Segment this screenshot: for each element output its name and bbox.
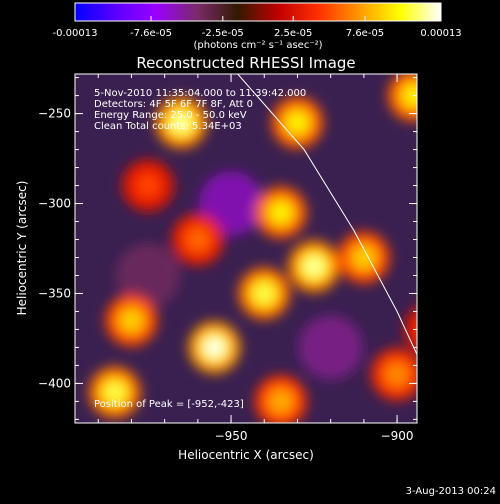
heatmap-hot-spot — [254, 375, 307, 423]
heatmap-hot-spot — [88, 366, 141, 419]
heatmap-cold-spot — [116, 243, 181, 308]
heatmap-hot-spot — [404, 307, 417, 352]
heatmap-cold-spot — [298, 315, 363, 380]
colorbar-tick-label: 0.00013 — [420, 28, 461, 39]
y-tick-label: −250 — [38, 107, 71, 121]
heatmap-hot-spot — [171, 213, 224, 266]
x-axis-label: Heliocentric X (arcsec) — [178, 448, 314, 462]
colorbar-gradient — [74, 2, 442, 22]
heatmap-hot-spot — [105, 294, 158, 347]
info-text-block: 5-Nov-2010 11:35:04.000 to 11:39:42.000D… — [94, 88, 306, 132]
info-line: Energy Range: 25.0 - 50.0 keV — [94, 110, 247, 121]
colorbar: -0.00013 -7.6e-05 -2.5e-05 2.5e-05 7.6e-05 0.… — [53, 2, 462, 51]
y-tick-label: −400 — [38, 376, 71, 390]
colorbar-tick-label: -2.5e-05 — [202, 28, 244, 39]
y-axis-label: Heliocentric Y (arcsec) — [15, 181, 29, 316]
solar-limb-curve — [237, 74, 417, 356]
heatmap-hot-spot — [271, 96, 324, 149]
chart-title: Reconstructed RHESSI Image — [136, 54, 355, 72]
heatmap-hot-spot — [471, 97, 500, 149]
colorbar-ticks: -0.00013 -7.6e-05 -2.5e-05 2.5e-05 7.6e-05 0.… — [53, 16, 462, 39]
heatmap-hot-spot — [387, 74, 417, 122]
heatmap-cold-spot — [431, 243, 495, 307]
info-line: Detectors: 4F 5F 6F 7F 8F, Att 0 — [94, 99, 253, 110]
peak-position-text: Position of Peak = [-952,-423] — [94, 399, 244, 410]
colorbar-tick-label: 2.5e-05 — [274, 28, 312, 39]
colorbar-unit-label: (photons cm⁻² s⁻¹ asec⁻²) — [193, 40, 322, 51]
axis-ticks: −950−900−850−250−300−350−400 — [38, 74, 417, 443]
heatmap-hot-spot — [254, 186, 307, 239]
plot-frame — [74, 73, 418, 424]
heatmap-hot-spot — [337, 231, 390, 284]
heatmap-layer — [88, 74, 500, 423]
x-tick-label: −900 — [381, 429, 414, 443]
heatmap-hot-spot — [122, 159, 175, 212]
x-tick-label: −950 — [215, 429, 248, 443]
info-line: 5-Nov-2010 11:35:04.000 to 11:39:42.000 — [94, 88, 306, 99]
heatmap-hot-spot — [188, 321, 241, 374]
y-tick-label: −300 — [38, 197, 71, 211]
footer-date: 3-Aug-2013 00:24 — [406, 486, 496, 497]
heatmap-hot-spot — [288, 240, 341, 293]
heatmap-cold-spot — [199, 171, 264, 236]
info-line: Clean Total counts: 5.34E+03 — [94, 121, 242, 132]
colorbar-tick-label: -7.6e-05 — [130, 28, 172, 39]
plot-area: −950−900−850−250−300−350−400 — [38, 73, 500, 443]
heatmap-hot-spot — [238, 267, 291, 320]
heatmap-hot-spot — [155, 96, 208, 149]
colorbar-tick-label: -0.00013 — [53, 28, 98, 39]
colorbar-tick-label: 7.6e-05 — [346, 28, 384, 39]
y-tick-label: −350 — [38, 286, 71, 300]
heatmap-hot-spot — [371, 348, 417, 401]
